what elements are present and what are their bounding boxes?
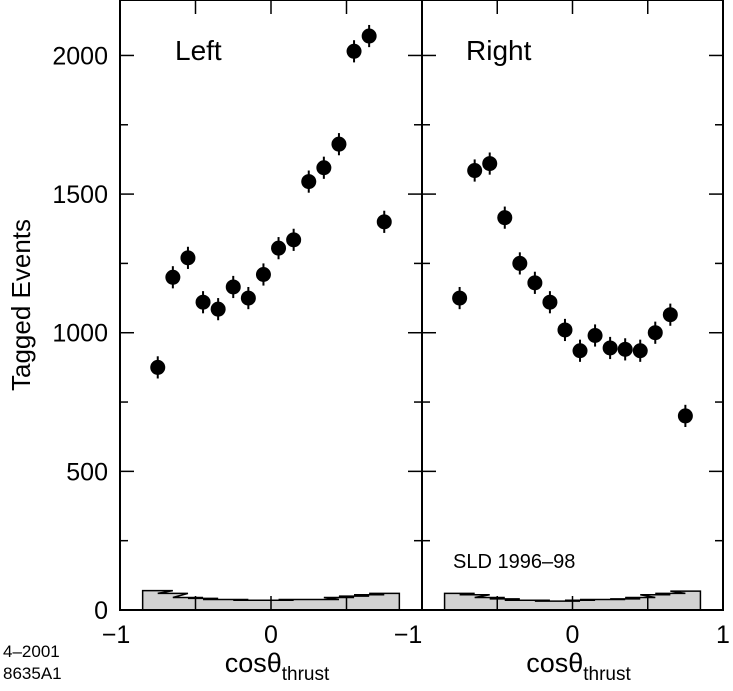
data-point-0-8 [271, 240, 287, 256]
left-x-tick-label-minus1: −1 [102, 621, 131, 649]
data-point-1-14 [662, 307, 678, 323]
right-panel-frame [421, 0, 724, 611]
data-point-0-1 [165, 269, 181, 285]
data-point-1-3 [497, 210, 513, 226]
y-tick-labels: 0 500 1000 1500 2000 [52, 42, 108, 625]
data-point-1-13 [647, 325, 663, 341]
data-point-0-7 [255, 267, 271, 282]
sld-annotation: SLD 1996–98 [453, 551, 575, 573]
left-panel: Left −1 0 cosθthrust [102, 0, 423, 685]
left-x-axis-title-main: cosθ [225, 648, 282, 678]
data-point-0-10 [301, 174, 317, 190]
data-point-1-5 [527, 275, 543, 291]
y-tick-label-2000: 2000 [52, 42, 108, 70]
data-point-1-11 [617, 341, 633, 357]
data-point-0-12 [331, 136, 347, 152]
y-tick-label-0: 0 [94, 597, 108, 625]
data-point-1-6 [542, 294, 558, 310]
left-panel-label: Left [175, 35, 222, 66]
left-data-points [150, 24, 392, 379]
y-axis-title: Tagged Events [6, 219, 36, 391]
data-point-1-2 [482, 156, 498, 172]
data-point-0-3 [195, 294, 211, 310]
data-point-1-1 [467, 163, 483, 179]
data-point-1-12 [632, 343, 648, 359]
right-x-tick-label-0: 0 [566, 621, 580, 649]
data-point-1-4 [512, 255, 528, 271]
data-point-0-11 [316, 160, 332, 176]
data-point-0-13 [346, 43, 362, 59]
right-x-axis-title-sub: thrust [583, 664, 631, 685]
data-point-0-4 [210, 301, 226, 317]
right-panel-label: Right [466, 35, 532, 66]
y-tick-label-1500: 1500 [52, 181, 108, 209]
data-point-0-14 [361, 28, 377, 44]
data-point-1-10 [602, 340, 618, 356]
right-data-points [452, 152, 693, 427]
left-x-tick-label-0: 0 [264, 621, 278, 649]
data-point-1-9 [587, 328, 603, 343]
data-point-0-0 [150, 359, 166, 375]
data-point-1-15 [677, 408, 693, 424]
right-x-axis-title: cosθthrust [526, 648, 631, 685]
right-x-tick-label-minus1: −1 [394, 621, 423, 649]
data-point-0-6 [240, 290, 256, 306]
y-tick-label-500: 500 [66, 458, 108, 486]
data-point-1-0 [452, 290, 468, 306]
data-point-0-9 [286, 232, 302, 248]
left-panel-frame [119, 0, 423, 611]
right-x-tick-label-1: 1 [716, 621, 730, 649]
left-panel-ticks [120, 0, 422, 611]
figure-date-code: 4–2001 [3, 642, 60, 661]
right-panel-ticks [422, 0, 723, 611]
y-tick-label-1000: 1000 [52, 320, 108, 348]
left-x-axis-title-sub: thrust [282, 664, 330, 685]
figure-id-code: 8635A1 [3, 664, 62, 683]
right-x-axis-title-main: cosθ [526, 648, 583, 678]
data-point-0-2 [180, 250, 196, 266]
data-point-1-7 [557, 322, 573, 338]
left-x-axis-title: cosθthrust [225, 648, 330, 685]
right-panel: Right SLD 1996–98 −1 0 1 cosθthrust [394, 0, 730, 685]
data-point-0-15 [376, 214, 392, 230]
data-point-0-5 [225, 279, 241, 295]
data-point-1-8 [572, 343, 588, 359]
